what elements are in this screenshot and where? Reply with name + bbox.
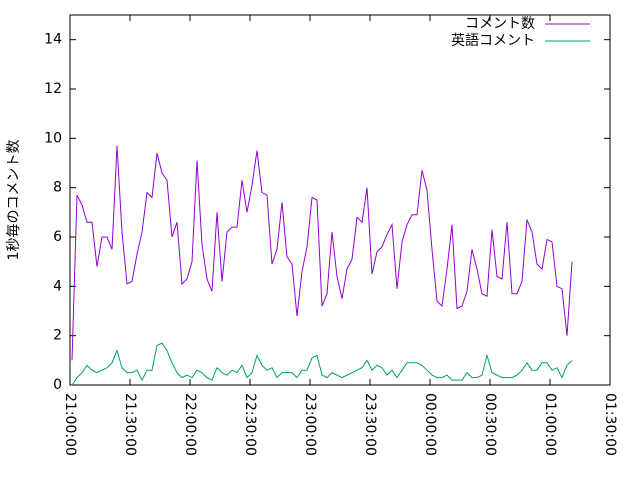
- x-tick-label: 22:30:00: [242, 393, 258, 456]
- y-tick-label: 4: [53, 278, 62, 294]
- legend-label: コメント数: [465, 16, 535, 32]
- x-tick-label: 00:30:00: [482, 393, 498, 456]
- y-tick-label: 2: [53, 328, 62, 344]
- legend-label: 英語コメント: [451, 32, 535, 49]
- x-tick-label: 01:00:00: [542, 393, 558, 456]
- plot-frame: [69, 14, 611, 386]
- x-tick-label: 21:00:00: [62, 393, 78, 456]
- y-tick-label: 10: [44, 130, 62, 146]
- x-tick-label: 21:30:00: [122, 393, 138, 456]
- y-tick-label: 6: [53, 229, 62, 245]
- series-line: [71, 145, 573, 361]
- series-line: [71, 342, 573, 386]
- y-tick-label: 0: [53, 377, 62, 393]
- x-tick-label: 23:00:00: [302, 393, 318, 456]
- x-tick-label: 22:00:00: [182, 393, 198, 456]
- y-tick-label: 14: [44, 32, 62, 48]
- x-tick-label: 23:30:00: [362, 393, 378, 456]
- x-tick-label: 01:30:00: [602, 393, 618, 456]
- y-tick-label: 12: [44, 81, 62, 97]
- y-axis-label: 1秒毎のコメント数: [6, 140, 22, 261]
- y-tick-label: 8: [53, 180, 62, 196]
- x-tick-label: 00:00:00: [422, 393, 438, 456]
